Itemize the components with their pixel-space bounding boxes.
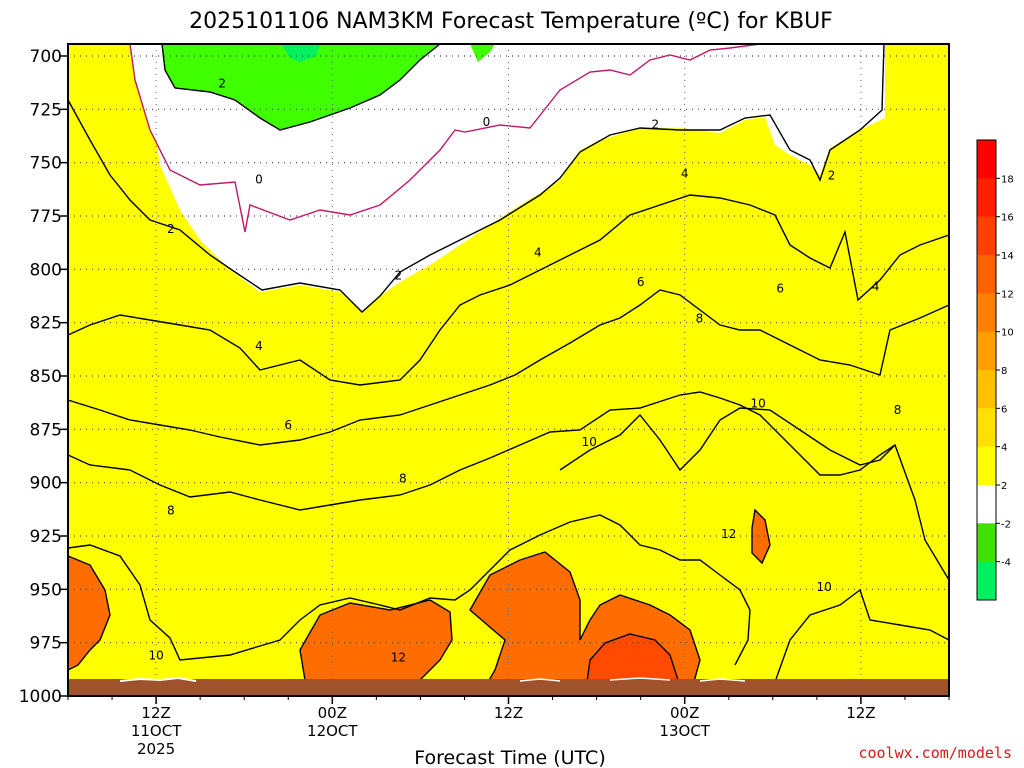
contour-label: 8 [167,503,175,517]
y-tick-label: 700 [30,47,62,67]
x-tick-label: 00Z [670,704,699,722]
colorbar-label: 4 [1001,443,1007,454]
contours [68,44,949,696]
contour-label: 10 [817,580,832,594]
colorbar-swatch [977,485,996,524]
contour-label: 2 [395,269,403,283]
contour-12c [469,551,701,696]
colorbar-swatch [977,446,996,486]
y-tick-label: 725 [30,100,62,120]
band-neg4-neg2 [282,44,320,62]
contour-labels: 2 0 0 2 2 4 2 2 4 6 6 4 8 4 10 8 6 10 8 8 12 10 12 10 [148,77,902,665]
contour-label: 0 [483,115,491,129]
contour-12a [68,555,111,671]
contour-label: 10 [582,435,597,449]
y-tick-label: 950 [30,580,62,600]
y-tick-label: 800 [30,260,62,280]
x-tick-label: 12Z [494,704,523,722]
contour-label: 6 [284,418,292,432]
contour-10-upper [559,407,896,472]
contour-10 [68,514,751,666]
x-tick-label: 12Z [846,704,875,722]
contour-label: 4 [872,279,880,293]
colorbar-swatch [977,178,996,218]
colorbar-swatch [977,255,996,294]
y-tick-label: 750 [30,154,62,174]
colorbar-label: 14 [1001,251,1014,262]
contour-label: 6 [637,275,645,289]
ground-surface [68,676,949,695]
grid [68,44,949,697]
contour-14 [584,633,685,696]
contour-label: 2 [652,117,660,131]
x-tick-label: 11OCT [131,722,182,740]
colorbar: -4 -2 2 4 6 8 10 12 14 16 18 [976,139,1014,601]
x-tick-label: 12Z [141,704,170,722]
contour-6 [68,289,949,446]
colorbar-label: 18 [1001,174,1014,185]
colorbar-label: 16 [1001,213,1014,224]
contour-10-right [769,588,949,696]
colorbar-label: -2 [1001,519,1011,530]
colorbar-swatch [977,523,996,563]
contour-label: 10 [750,397,765,411]
y-tick-label: 875 [30,420,62,440]
x-tick-label: 2025 [137,740,175,758]
contour-label: 4 [534,245,542,259]
x-tick-label: 00Z [318,704,347,722]
colorbar-label: 12 [1001,289,1014,300]
contour-label: 2 [828,168,836,182]
y-tick-label: 775 [30,207,62,227]
x-axis-label: Forecast Time (UTC) [414,747,605,768]
colorbar-label: 2 [1001,481,1007,492]
contour-label: 2 [167,222,175,236]
colorbar-swatch [977,561,996,601]
colorbar-swatch [977,408,996,448]
contour-label: 6 [776,282,784,296]
contour-0 [129,44,761,233]
credit-link[interactable]: coolwx.com/models [858,744,1012,762]
contour-label: 10 [148,648,163,662]
contour-8 [68,391,949,581]
contour-label: 12 [721,527,736,541]
contour-label: 4 [681,166,689,180]
y-tick-label: 850 [30,367,62,387]
colorbar-label: 6 [1001,404,1007,415]
chart-title: 2025101106 NAM3KM Forecast Temperature (… [189,9,833,34]
x-tick-label: 13OCT [659,722,710,740]
colorbar-swatch [977,331,996,371]
contour-label: 8 [894,403,902,417]
y-tick-label: 1000 [19,687,62,707]
contour-neg2 [161,44,441,131]
contour-label: 8 [399,471,407,485]
colorbar-label: 10 [1001,328,1014,339]
colorbar-swatch [977,140,996,179]
contour-label: 4 [255,339,263,353]
contour-2 [68,44,885,313]
colorbar-swatch [977,293,996,333]
colorbar-swatch [977,216,996,256]
colorbar-swatch [977,370,996,409]
band-neg2-0 [162,44,440,130]
band-12-14 [68,552,700,696]
contour-12d [751,508,771,565]
band-neg2-0b [470,44,495,62]
colorbar-label: -4 [1001,558,1011,569]
contour-4 [68,194,949,386]
contour-label: 12 [391,651,406,665]
y-tick-label: 900 [30,474,62,494]
contour-label: 2 [218,77,226,91]
y-tick-label: 825 [30,314,62,334]
contour-label: 8 [696,311,704,325]
y-axis: 700 725 750 775 800 825 850 875 900 925 950 975 1000 [19,47,68,707]
x-tick-label: 12OCT [307,722,358,740]
contour-label: 0 [255,173,263,187]
colorbar-label: 8 [1001,366,1007,377]
y-tick-label: 925 [30,527,62,547]
y-tick-label: 975 [30,634,62,654]
temperature-fill [68,44,949,696]
